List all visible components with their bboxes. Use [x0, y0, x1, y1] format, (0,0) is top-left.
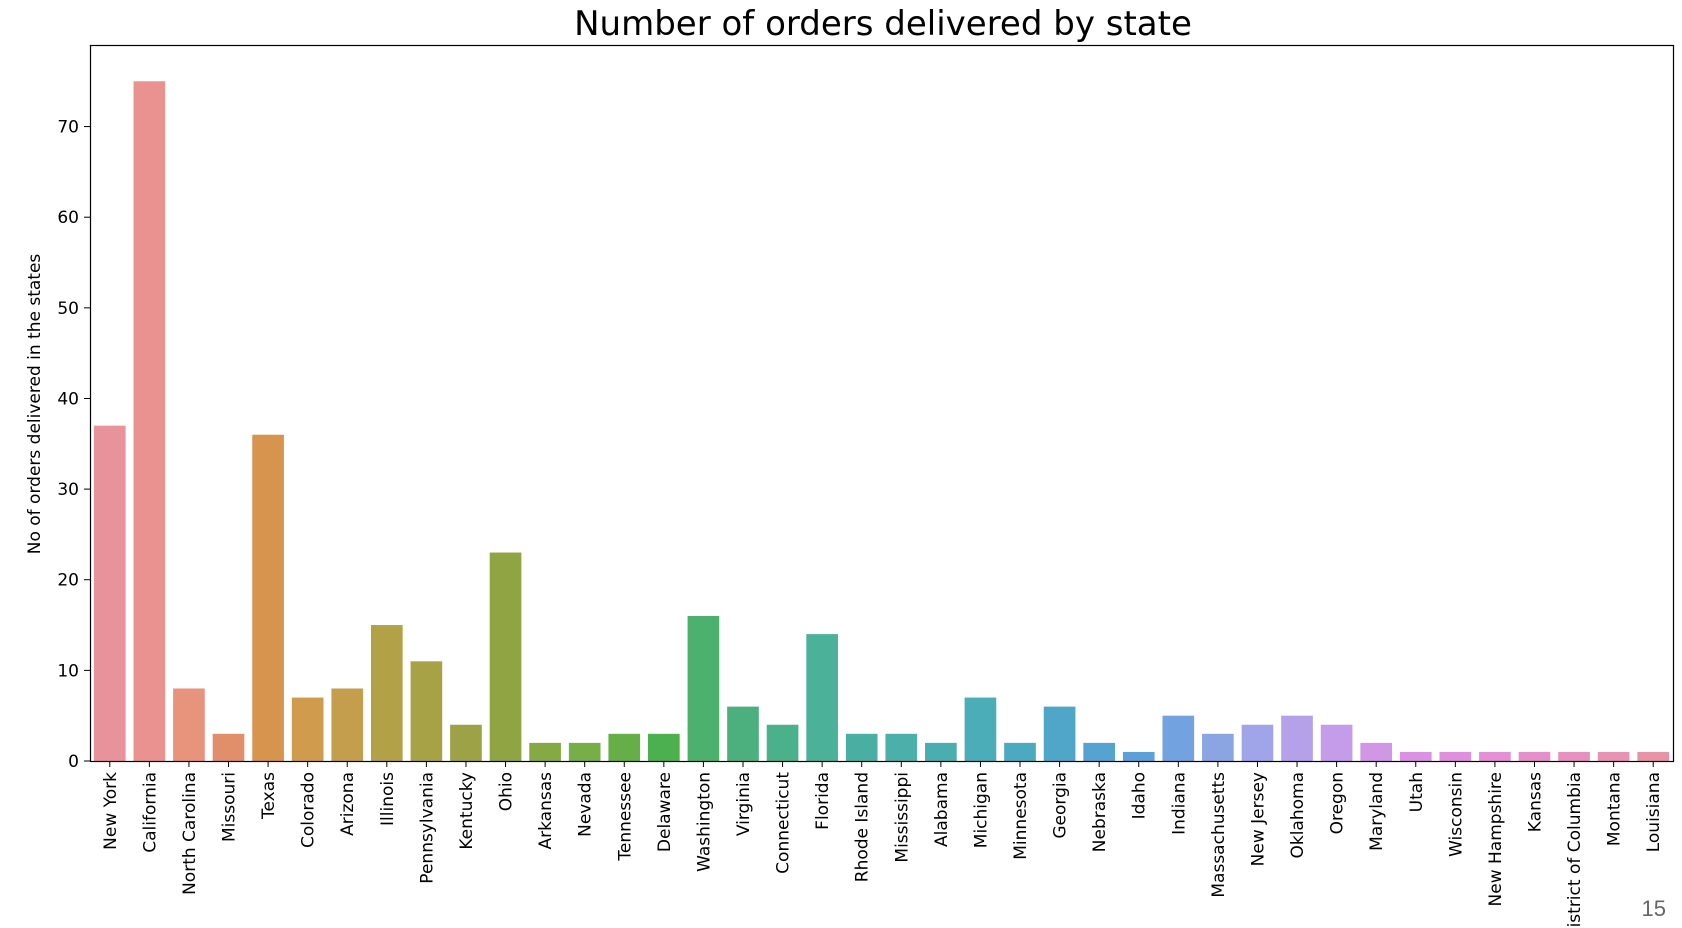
x-axis-ticks: New York California North Carolina Missouri…: [101, 761, 1664, 928]
x-tick-label: Utah: [1407, 772, 1427, 812]
x-tick-label: Virginia: [734, 772, 754, 836]
bar-california: [133, 81, 166, 761]
bar-alabama: [925, 742, 957, 761]
x-tick-label: California: [140, 772, 160, 853]
bar-nevada: [568, 742, 601, 761]
bar-virginia: [727, 706, 759, 761]
x-tick-label: Ohio: [497, 772, 517, 811]
bar-washington: [687, 615, 720, 761]
bar-connecticut: [766, 724, 799, 761]
bar-oklahoma: [1281, 715, 1313, 761]
y-axis-label: No of orders delivered in the states: [25, 254, 45, 555]
x-tick-label: Florida: [813, 772, 833, 830]
x-tick-label: Arkansas: [536, 772, 556, 850]
bar-delaware: [648, 733, 680, 761]
x-tick-label: Illinois: [378, 772, 398, 826]
bar-missouri: [212, 733, 245, 761]
bar-maryland: [1360, 742, 1393, 761]
x-tick-label: North Carolina: [180, 772, 200, 895]
bar-north-carolina: [173, 688, 205, 761]
y-tick-label: 0: [68, 752, 79, 772]
bar-pennsylvania: [410, 661, 443, 761]
bar-texas: [252, 434, 284, 761]
x-tick-label: Colorado: [299, 772, 319, 848]
x-tick-label: New Jersey: [1248, 772, 1268, 866]
x-tick-label: Indiana: [1169, 772, 1189, 835]
bar-tennessee: [608, 733, 641, 761]
chart-title: Number of orders delivered by state: [574, 4, 1192, 44]
x-tick-label: Washington: [694, 772, 714, 872]
x-tick-label: Oregon: [1328, 772, 1348, 834]
bar-idaho: [1122, 751, 1155, 761]
x-tick-label: Kansas: [1525, 772, 1545, 832]
bar-nebraska: [1083, 742, 1115, 761]
x-tick-label: Maryland: [1367, 772, 1387, 851]
x-tick-label: Connecticut: [774, 772, 794, 874]
bar-rhode-island: [845, 733, 878, 761]
y-tick-label: 10: [57, 661, 79, 681]
x-tick-label: New York: [101, 772, 121, 850]
bar-illinois: [370, 625, 403, 761]
bar-mississippi: [885, 733, 918, 761]
bars-group: [93, 81, 1670, 761]
x-tick-label: Nebraska: [1090, 772, 1110, 852]
x-tick-label: District of Columbia: [1565, 772, 1585, 928]
x-tick-label: Rhode Island: [853, 772, 873, 882]
bar-arizona: [331, 688, 364, 761]
x-tick-label: Massachusetts: [1209, 772, 1229, 898]
x-tick-label: Mississippi: [892, 772, 912, 863]
x-tick-label: Kentucky: [457, 772, 477, 850]
bar-new-york: [93, 425, 126, 761]
bar-indiana: [1162, 715, 1195, 761]
bar-kentucky: [450, 724, 482, 761]
y-tick-label: 60: [57, 208, 79, 228]
x-tick-label: Georgia: [1051, 772, 1071, 839]
bar-louisiana: [1637, 751, 1670, 761]
x-tick-label: Delaware: [655, 772, 675, 852]
bar-ohio: [489, 552, 522, 761]
x-tick-label: Idaho: [1130, 772, 1150, 819]
x-tick-label: Montana: [1605, 772, 1625, 846]
bar-oregon: [1320, 724, 1353, 761]
plot-frame: [89, 44, 1675, 763]
bar-new-jersey: [1241, 724, 1274, 761]
x-tick-label: Minnesota: [1011, 772, 1031, 860]
x-tick-label: Arizona: [338, 772, 358, 836]
x-tick-label: Nevada: [576, 772, 596, 837]
y-tick-label: 40: [57, 389, 79, 409]
x-tick-label: Texas: [259, 772, 279, 820]
x-tick-label: Wisconsin: [1446, 772, 1466, 857]
x-tick-label: New Hampshire: [1486, 772, 1506, 906]
bar-colorado: [291, 697, 324, 761]
bar-new-hampshire: [1479, 751, 1511, 761]
x-tick-label: Louisiana: [1644, 772, 1664, 852]
bar-utah: [1399, 751, 1432, 761]
bar-district-of-columbia: [1558, 751, 1590, 761]
y-tick-label: 30: [57, 480, 79, 500]
bar-montana: [1597, 751, 1630, 761]
x-tick-label: Alabama: [932, 772, 952, 847]
x-tick-label: Tennessee: [615, 772, 635, 862]
page-number: 15: [1641, 896, 1666, 921]
bar-florida: [806, 634, 838, 761]
y-tick-label: 70: [57, 118, 79, 138]
y-tick-label: 20: [57, 571, 79, 591]
bar-arkansas: [529, 742, 561, 761]
bar-georgia: [1043, 706, 1076, 761]
x-tick-label: Pennsylvania: [417, 772, 437, 884]
bar-wisconsin: [1439, 751, 1472, 761]
bar-minnesota: [1004, 742, 1036, 761]
bar-kansas: [1518, 751, 1551, 761]
x-tick-label: Michigan: [971, 772, 991, 848]
x-tick-label: Missouri: [220, 772, 240, 842]
y-tick-label: 50: [57, 299, 79, 319]
bar-massachusetts: [1202, 733, 1234, 761]
x-tick-label: Oklahoma: [1288, 772, 1308, 859]
bar-michigan: [964, 697, 997, 761]
y-axis-ticks: 0 10 20 30 40 50 60 70: [57, 118, 90, 772]
